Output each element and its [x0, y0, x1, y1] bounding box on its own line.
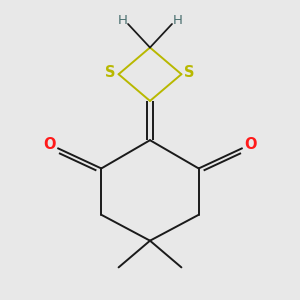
Text: O: O [43, 137, 56, 152]
Text: H: H [172, 14, 182, 27]
Text: H: H [118, 14, 128, 27]
Text: S: S [184, 65, 194, 80]
Text: O: O [244, 137, 257, 152]
Text: S: S [106, 65, 116, 80]
